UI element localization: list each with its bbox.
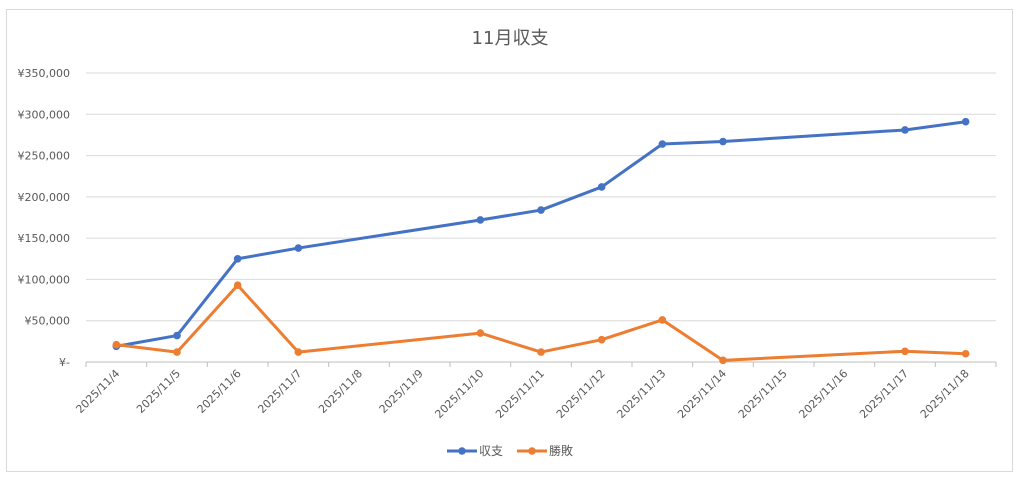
x-tick-label: 2025/11/10 bbox=[432, 367, 486, 421]
y-tick-label: ¥- bbox=[59, 356, 70, 369]
series-lines bbox=[112, 117, 970, 365]
x-tick-label: 2025/11/8 bbox=[316, 367, 365, 416]
legend-marker bbox=[458, 447, 466, 455]
x-tick-label: 2025/11/17 bbox=[857, 367, 911, 421]
x-tick-label: 2025/11/13 bbox=[614, 367, 668, 421]
data-point bbox=[719, 356, 727, 365]
x-axis: 2025/11/4 2025/11/5 2025/11/6 2025/11/7 2025… bbox=[73, 362, 997, 421]
legend-label: 収支 bbox=[479, 444, 503, 458]
data-point bbox=[597, 335, 606, 344]
data-point bbox=[597, 183, 606, 191]
data-point bbox=[476, 329, 485, 337]
data-point bbox=[961, 349, 970, 358]
data-point bbox=[294, 244, 303, 252]
data-point bbox=[901, 347, 909, 356]
data-point bbox=[294, 348, 303, 356]
x-tick-label: 2025/11/4 bbox=[73, 367, 122, 416]
data-point bbox=[901, 126, 909, 134]
y-tick-label: ¥300,000 bbox=[18, 108, 71, 121]
legend: 収支 勝敗 bbox=[447, 443, 573, 458]
data-point bbox=[173, 348, 181, 356]
chart-title: 11月収支 bbox=[472, 28, 549, 49]
data-point bbox=[173, 331, 181, 340]
x-tick-label: 2025/11/11 bbox=[493, 367, 547, 421]
y-axis: ¥- ¥50,000 ¥100,000 ¥150,000 ¥200,000 ¥250,00… bbox=[18, 67, 71, 369]
x-tick-label: 2025/11/6 bbox=[195, 367, 244, 416]
data-point bbox=[112, 340, 121, 349]
y-tick-label: ¥350,000 bbox=[18, 67, 71, 80]
y-tick-label: ¥200,000 bbox=[18, 191, 71, 204]
legend-marker bbox=[528, 447, 536, 455]
x-tick-label: 2025/11/9 bbox=[377, 367, 426, 416]
chart-frame bbox=[6, 9, 1013, 472]
x-tick-label: 2025/11/7 bbox=[255, 367, 304, 416]
y-tick-label: ¥100,000 bbox=[18, 273, 71, 286]
data-point bbox=[537, 348, 545, 356]
data-point bbox=[658, 140, 667, 148]
y-tick-label: ¥50,000 bbox=[25, 315, 71, 328]
x-tick-label: 2025/11/15 bbox=[736, 367, 790, 421]
y-tick-label: ¥150,000 bbox=[18, 232, 71, 245]
data-point bbox=[537, 206, 545, 214]
x-tick-label: 2025/11/5 bbox=[134, 367, 183, 416]
x-tick-label: 2025/11/16 bbox=[796, 367, 850, 421]
x-tick-label: 2025/11/18 bbox=[918, 367, 972, 421]
x-tick-label: 2025/11/14 bbox=[675, 367, 729, 421]
data-point bbox=[658, 316, 667, 324]
data-point bbox=[476, 216, 485, 224]
data-point bbox=[233, 254, 242, 263]
legend-label: 勝敗 bbox=[549, 443, 573, 458]
data-point bbox=[719, 137, 727, 146]
data-point bbox=[961, 117, 970, 126]
x-tick-label: 2025/11/12 bbox=[554, 367, 608, 421]
gridlines bbox=[86, 72, 996, 363]
y-tick-label: ¥250,000 bbox=[18, 150, 71, 163]
data-point bbox=[233, 281, 242, 290]
